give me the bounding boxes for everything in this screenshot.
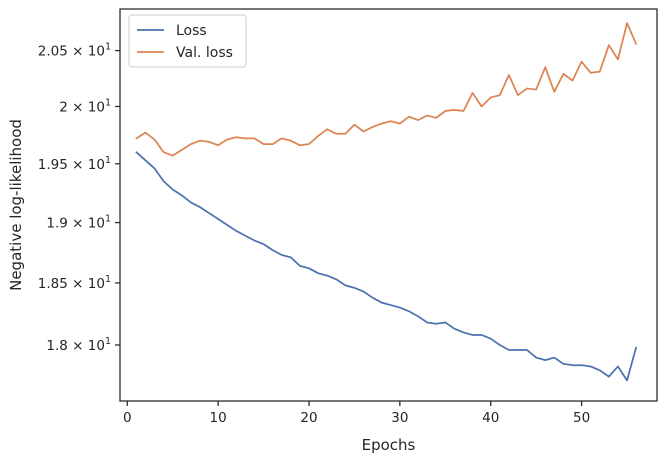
- plot-frame: [119, 8, 658, 402]
- y-axis-title: Negative log-likelihood: [7, 119, 25, 291]
- legend: Loss Val. loss: [128, 14, 247, 68]
- x-tick-label: 40: [482, 410, 499, 426]
- y-tick-label: 1.8 × 101: [46, 336, 111, 354]
- legend-label: Val. loss: [176, 45, 233, 61]
- x-tick-label: 20: [300, 410, 317, 426]
- x-tick-label: 30: [391, 410, 408, 426]
- series-line-loss: [135, 151, 637, 382]
- y-tick-label: 2.05 × 101: [38, 42, 111, 60]
- legend-box: [128, 14, 247, 68]
- y-axis: 1.8 × 101 1.85 × 101 1.9 × 101 1.95 × 101 2 …: [38, 42, 120, 354]
- series-line-val-loss: [135, 22, 637, 157]
- y-tick-label: 2 × 101: [59, 97, 111, 115]
- x-tick-label: 50: [573, 410, 590, 426]
- y-tick-label: 1.85 × 101: [38, 274, 111, 292]
- x-tick-label: 0: [123, 410, 132, 426]
- x-axis-title: Epochs: [362, 436, 416, 454]
- y-tick-label: 1.95 × 101: [38, 155, 111, 173]
- x-tick-label: 10: [210, 410, 227, 426]
- legend-label: Loss: [176, 23, 207, 39]
- y-tick-label: 1.9 × 101: [46, 214, 111, 232]
- series-layer: [135, 22, 637, 382]
- x-axis: 0 10 20 30 40 50: [123, 401, 590, 426]
